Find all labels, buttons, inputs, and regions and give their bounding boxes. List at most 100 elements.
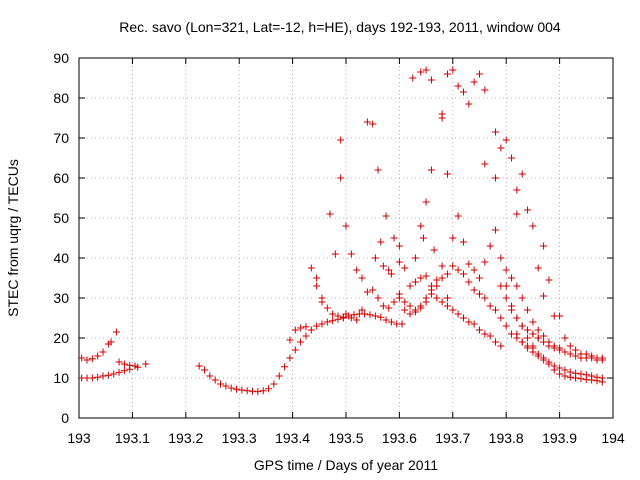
data-point [342,222,350,230]
data-point [534,350,542,358]
data-point [518,322,526,330]
data-point [395,258,403,266]
data-point [481,294,489,302]
data-point [465,278,473,286]
data-point [502,266,510,274]
data-point [120,360,128,368]
data-point [120,367,128,375]
data-point [377,313,385,321]
data-point [481,258,489,266]
data-point [524,334,532,342]
data-point [582,350,590,358]
data-point [524,306,532,314]
data-point [94,373,102,381]
data-point [422,298,430,306]
y-tick-label: 30 [53,290,69,306]
data-point [497,314,505,322]
x-axis-label: GPS time / Days of year 2011 [254,457,438,473]
data-point [323,304,331,312]
data-point [481,160,489,168]
data-point [347,314,355,322]
data-point [529,342,537,350]
x-tick-label: 193.1 [115,430,150,446]
data-point [540,332,548,340]
data-point [438,274,446,282]
data-point [422,198,430,206]
data-point [395,290,403,298]
data-point [401,264,409,272]
data-point [518,338,526,346]
data-point [566,350,574,358]
data-point [540,292,548,300]
data-point [427,166,435,174]
data-point [347,250,355,258]
data-point [486,302,494,310]
data-point [470,286,478,294]
data-point [524,206,532,214]
data-point [358,274,366,282]
data-point [126,361,134,369]
data-point [508,154,516,162]
data-point [411,306,419,314]
data-point [497,282,505,290]
data-point [438,262,446,270]
data-point [427,290,435,298]
data-point [459,238,467,246]
data-point [497,144,505,152]
x-tick-label: 193 [67,430,91,446]
data-point [115,368,123,376]
data-point [254,388,262,396]
data-point [374,166,382,174]
data-point [94,352,102,360]
data-point [449,234,457,242]
y-tick-label: 0 [61,410,69,426]
data-point [476,326,483,334]
data-point [401,306,409,314]
data-point [115,358,123,366]
data-point [443,294,451,302]
data-point [313,322,321,330]
axis-ticks [78,57,614,419]
data-point [588,352,596,360]
data-point [200,366,208,374]
data-point [556,364,564,372]
data-point [470,320,478,328]
data-point [390,234,398,242]
data-point [449,262,457,270]
data-point [459,314,467,322]
y-tick-label: 80 [53,90,69,106]
data-point [265,385,273,393]
data-point [443,70,451,78]
data-point [492,306,500,314]
data-point [326,210,334,218]
data-point [385,304,393,312]
data-point [502,136,510,144]
data-point [598,378,606,386]
data-point [427,282,435,290]
data-point [572,374,580,382]
data-point [422,272,430,280]
data-point [395,242,403,250]
y-tick-label: 40 [53,250,69,266]
x-tick-label: 193.2 [168,430,203,446]
data-point [387,270,395,278]
data-point [465,100,473,108]
data-point [353,316,361,324]
data-point [572,346,580,354]
data-point [259,387,267,395]
data-point [476,70,483,78]
data-point [286,354,294,362]
data-point [385,266,393,274]
data-point [417,68,425,76]
data-point [422,66,430,74]
data-point [307,326,315,334]
data-point [371,312,379,320]
data-point [110,370,118,378]
data-point [411,254,419,262]
chart-title: Rec. savo (Lon=321, Lat=-12, h=HE), days… [119,19,561,35]
data-point [470,266,478,274]
data-point [390,298,398,306]
data-point [331,250,339,258]
data-point [107,338,115,346]
